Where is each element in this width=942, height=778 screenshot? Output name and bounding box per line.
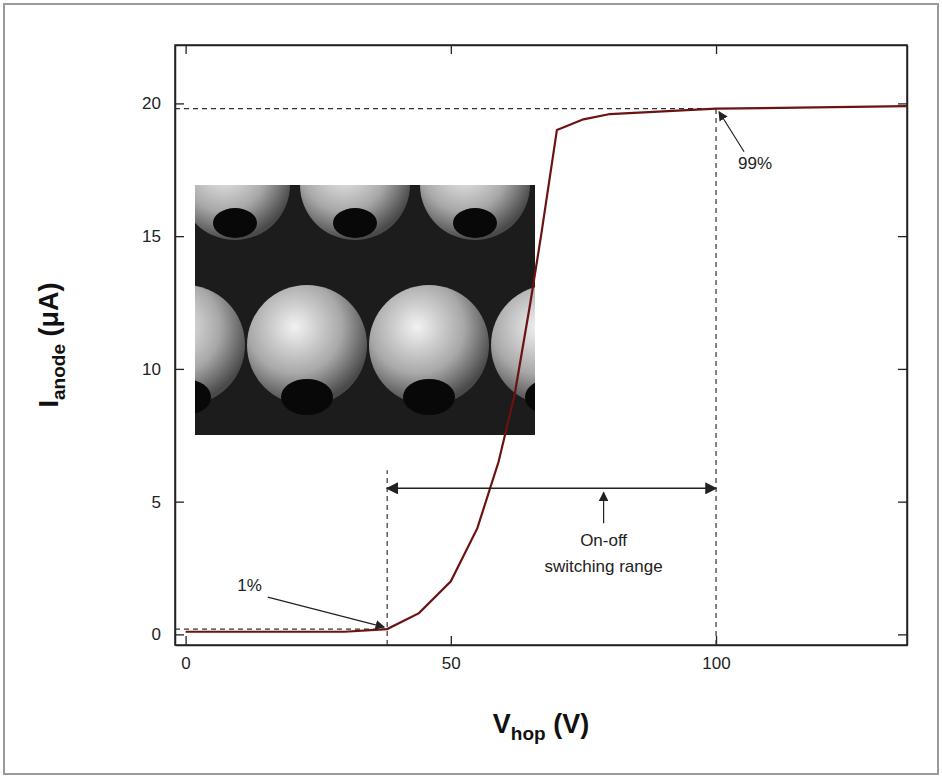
inset-hole [453, 208, 497, 238]
data-line [186, 106, 907, 632]
annotation-label: 1% [237, 576, 262, 595]
tick-mark [898, 103, 907, 104]
axis [898, 46, 908, 646]
inset-hole [213, 208, 257, 238]
axis [176, 45, 908, 54]
tick-mark [451, 636, 452, 645]
tick-label: 10 [142, 360, 161, 379]
inset-sphere [420, 185, 530, 240]
axis: 0 5 10 15 20 [142, 46, 184, 646]
tick: 0 [181, 636, 190, 673]
tick-mark [185, 45, 186, 54]
tick: 0 [152, 625, 184, 644]
tick [898, 634, 907, 635]
annotation-arrow [719, 112, 744, 152]
inset-sphere [300, 185, 410, 240]
tick-mark [175, 634, 184, 635]
tick [451, 45, 452, 54]
tick: 50 [442, 636, 461, 673]
axis-line [176, 645, 908, 647]
tick-mark [175, 236, 184, 237]
y-axis-title: Ianode (μA) [34, 283, 69, 408]
inset-sphere [491, 285, 535, 405]
inset-hole [281, 379, 333, 415]
axis-line [176, 45, 908, 47]
inset-hole [525, 379, 535, 415]
tick [186, 45, 187, 54]
guide-horizontal [175, 628, 387, 629]
annotation-label: 99% [738, 154, 772, 173]
tick-mark [898, 369, 907, 370]
tick [898, 502, 907, 503]
tick-mark [898, 634, 907, 635]
annotation-arrow [268, 597, 384, 627]
tick: 5 [152, 493, 184, 512]
tick-mark [185, 636, 186, 645]
tick: 20 [142, 94, 184, 113]
inset-image [125, 130, 611, 435]
tick-mark [898, 501, 907, 502]
inset-hole [195, 379, 211, 415]
tick [898, 103, 907, 104]
tick-mark [175, 369, 184, 370]
tick-mark [175, 501, 184, 502]
annotations: On-offswitching range 1% 99% [237, 112, 772, 627]
tick-label: 0 [181, 654, 190, 673]
inset-background [195, 185, 535, 435]
axis-line [907, 46, 909, 646]
tick-mark [451, 45, 452, 54]
plot: 0 50 100 0 5 10 15 20 On-offswitching range 1% 99% [125, 45, 908, 673]
tick [898, 369, 907, 370]
tick [898, 236, 907, 237]
tick-mark [175, 103, 184, 104]
tick-label: 50 [442, 654, 461, 673]
range-pointer [603, 492, 604, 523]
range-arrow [387, 488, 716, 490]
guide-vertical [715, 109, 716, 645]
guides [175, 109, 716, 645]
tick: 15 [142, 227, 184, 246]
guide-vertical [387, 470, 388, 645]
inset-sphere [195, 185, 290, 240]
marks [186, 106, 907, 632]
range-label: On-offswitching range [545, 531, 663, 576]
axis: 0 50 100 [176, 636, 908, 673]
axis-line [175, 46, 177, 646]
guide-horizontal [175, 108, 716, 109]
tick-label: 15 [142, 227, 161, 246]
figure-border [4, 4, 938, 774]
tick [716, 45, 717, 54]
tick-mark [716, 45, 717, 54]
tick-mark [898, 236, 907, 237]
tick-label: 0 [152, 625, 161, 644]
tick-label: 5 [152, 493, 161, 512]
inset-hole [333, 208, 377, 238]
tick-label: 20 [142, 94, 161, 113]
tick-label: 100 [702, 654, 730, 673]
plot-frame [175, 45, 907, 645]
inset-hole [403, 379, 455, 415]
x-axis-title: Vhop (V) [493, 709, 589, 744]
tick: 10 [142, 360, 184, 379]
